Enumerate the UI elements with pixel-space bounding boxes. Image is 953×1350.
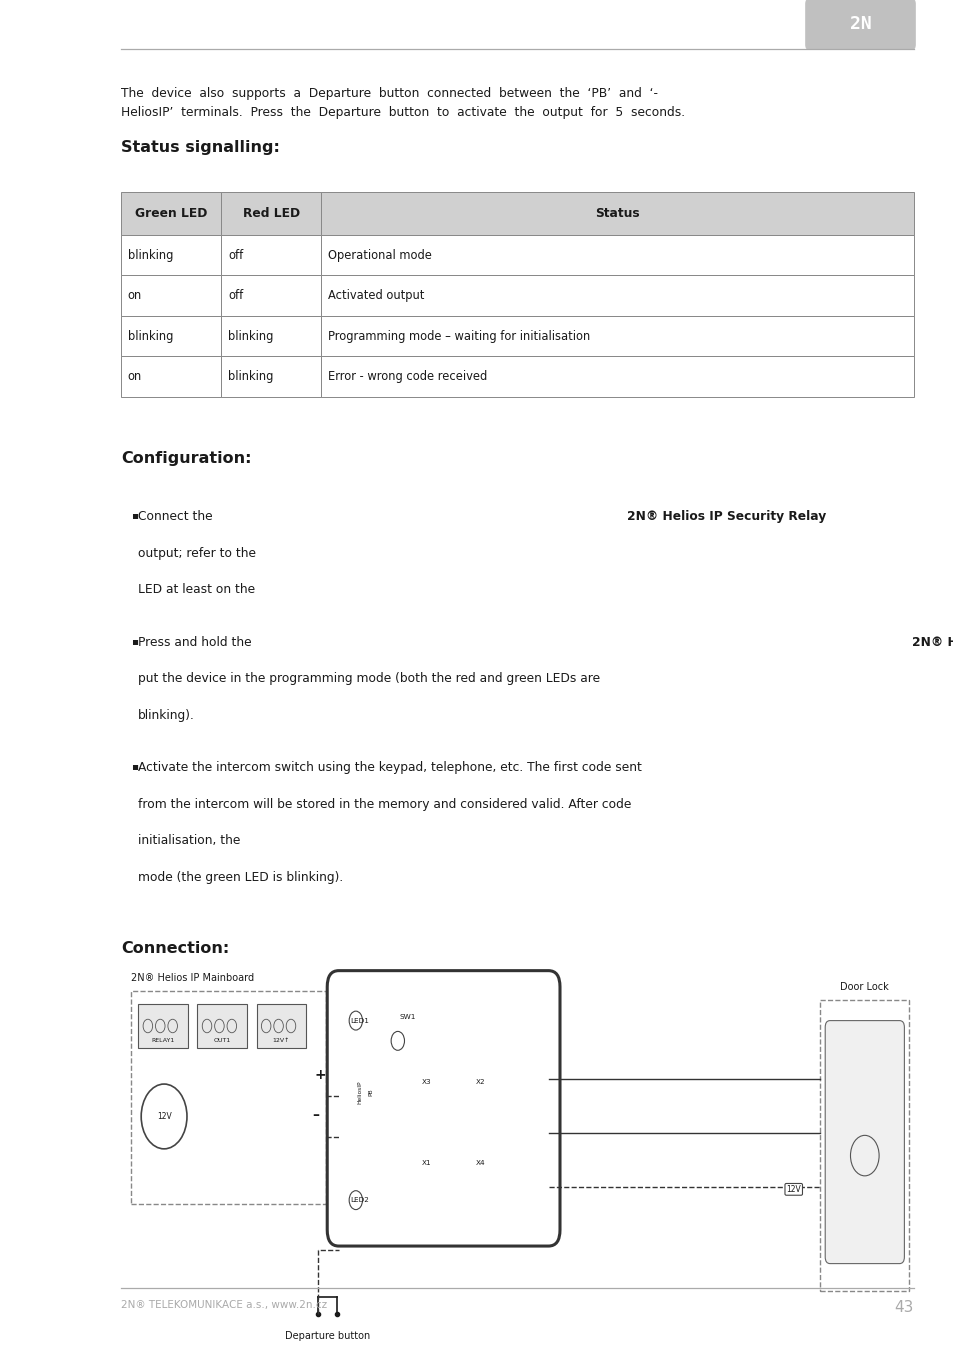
Text: RELAY1: RELAY1 [152,1038,174,1044]
Text: put the device in the programming mode (both the red and green LEDs are: put the device in the programming mode (… [138,672,599,686]
Text: –: – [312,1108,318,1122]
Text: blinking).: blinking). [138,709,195,722]
Text: Status signalling:: Status signalling: [121,140,280,155]
Text: initialisation, the: initialisation, the [138,834,244,848]
Text: Activate the intercom switch using the keypad, telephone, etc. The first code se: Activate the intercom switch using the k… [138,761,641,775]
Bar [121,356,221,397]
Text: Connect the: Connect the [138,510,216,524]
Text: Configuration:: Configuration: [121,451,252,466]
Text: The  device  also  supports  a  Departure  button  connected  between  the  ‘PB’: The device also supports a Departure but… [121,88,658,100]
Text: Door Lock: Door Lock [840,983,888,992]
Text: output; refer to the: output; refer to the [138,547,260,560]
Bar [197,1004,247,1048]
Text: blinking: blinking [128,329,173,343]
Bar [138,1004,188,1048]
Bar [221,316,321,356]
Text: blinking: blinking [228,329,274,343]
Text: HeliosIP: HeliosIP [356,1080,362,1104]
Text: LED2: LED2 [350,1197,369,1203]
Text: X3: X3 [421,1079,431,1085]
Text: X1: X1 [421,1160,431,1166]
Text: 2N® TELEKOMUNIKACE a.s., www.2n.cz: 2N® TELEKOMUNIKACE a.s., www.2n.cz [121,1300,327,1310]
Bar [321,275,913,316]
Text: +: + [314,1068,326,1081]
Text: on: on [128,289,142,302]
Text: 2N: 2N [849,15,870,34]
Text: LED1: LED1 [350,1018,369,1023]
Text: Status: Status [595,207,639,220]
Text: Programming mode – waiting for initialisation: Programming mode – waiting for initialis… [328,329,590,343]
Text: Green LED: Green LED [135,207,207,220]
Text: SW1: SW1 [399,1014,416,1019]
Text: blinking: blinking [128,248,173,262]
Text: Red LED: Red LED [243,207,299,220]
Bar [121,316,221,356]
Text: HeliosIP’  terminals.  Press  the  Departure  button  to  activate  the  output : HeliosIP’ terminals. Press the Departure… [121,107,684,119]
Text: from the intercom will be stored in the memory and considered valid. After code: from the intercom will be stored in the … [138,798,631,811]
Bar [221,235,321,275]
Text: 2N® Helios IP Security Relay: 2N® Helios IP Security Relay [626,510,825,524]
Text: PB: PB [368,1088,374,1096]
Text: ▪: ▪ [131,636,137,645]
FancyBboxPatch shape [804,0,915,50]
Bar [321,356,913,397]
Text: X4: X4 [476,1160,485,1166]
Text: blinking: blinking [228,370,274,383]
Text: ▪: ▪ [131,761,137,771]
Text: 2N® Helios IP Security Relay: 2N® Helios IP Security Relay [911,636,953,649]
Bar [121,192,221,235]
Text: X2: X2 [476,1079,485,1085]
Text: 2N® Helios IP Security Relay: 2N® Helios IP Security Relay [952,834,953,848]
Bar [221,275,321,316]
Bar [321,235,913,275]
FancyBboxPatch shape [824,1021,903,1264]
Text: LED at least on the: LED at least on the [138,583,259,597]
Bar [221,192,321,235]
Text: Operational mode: Operational mode [328,248,432,262]
Text: 43: 43 [894,1300,913,1315]
Text: OUT1: OUT1 [213,1038,231,1044]
Bar [321,192,913,235]
Text: Error - wrong code received: Error - wrong code received [328,370,487,383]
Bar [121,275,221,316]
Text: Press and hold the: Press and hold the [138,636,255,649]
Bar [321,316,913,356]
Bar [221,356,321,397]
Text: Connection:: Connection: [121,941,229,956]
Bar [820,1000,908,1291]
Text: ▪: ▪ [131,510,137,520]
Text: Activated output: Activated output [328,289,424,302]
Text: off: off [228,248,243,262]
Bar [131,991,326,1204]
Bar [121,235,221,275]
Text: 12V: 12V [785,1185,801,1193]
Text: off: off [228,289,243,302]
Text: 12V↑: 12V↑ [273,1038,290,1044]
Text: 2N® Helios IP Security Relay: 2N® Helios IP Security Relay [952,583,953,597]
FancyBboxPatch shape [327,971,559,1246]
Text: mode (the green LED is blinking).: mode (the green LED is blinking). [138,871,343,884]
Text: 2N® Helios IP Mainboard: 2N® Helios IP Mainboard [131,973,253,983]
Text: on: on [128,370,142,383]
Text: Departure button: Departure button [284,1331,370,1341]
Bar [256,1004,306,1048]
Text: 12V: 12V [156,1112,172,1120]
